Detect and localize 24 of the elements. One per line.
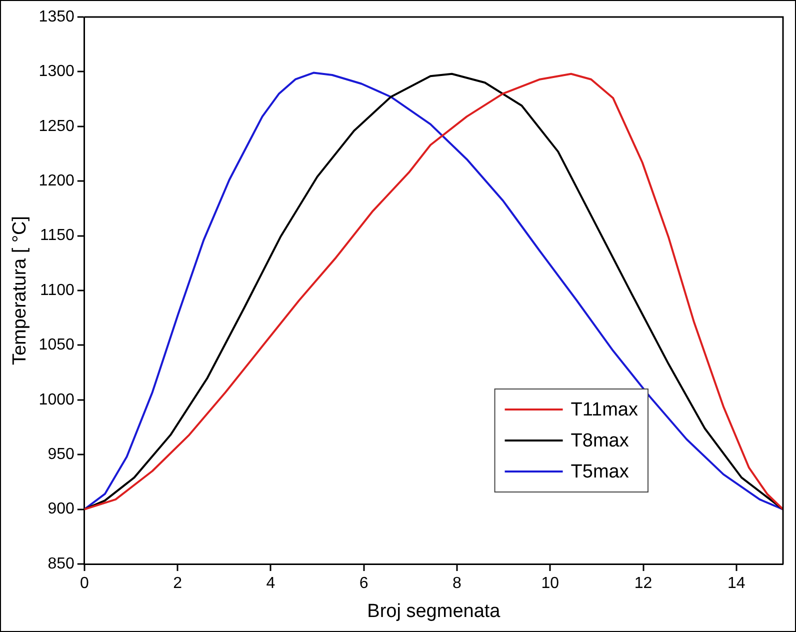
y-tick-label: 1300 xyxy=(38,63,74,80)
x-tick-label: 8 xyxy=(452,575,462,592)
x-tick-label: 12 xyxy=(634,575,652,592)
y-tick-label: 1100 xyxy=(40,282,74,299)
y-tick-label: 1200 xyxy=(38,172,74,190)
y-tick-label: 1050 xyxy=(38,336,74,354)
x-axis-title: Broj segmenata xyxy=(367,600,501,622)
y-tick-label: 850 xyxy=(48,555,74,572)
y-tick-label: 1350 xyxy=(38,8,74,26)
y-tick-label: 1150 xyxy=(40,227,74,244)
x-tick-label: 14 xyxy=(728,575,746,592)
legend-label: T8max xyxy=(570,430,630,452)
x-tick-label: 0 xyxy=(80,575,89,592)
legend-label: T5max xyxy=(570,462,630,483)
x-tick-label: 10 xyxy=(541,575,560,592)
y-axis-title: Temperatura [ °C] xyxy=(10,216,31,366)
x-tick-label: 2 xyxy=(173,575,182,592)
y-tick-label: 900 xyxy=(48,500,74,518)
x-tick-label: 4 xyxy=(266,575,276,592)
x-tick-label: 6 xyxy=(359,575,368,592)
y-tick-label: 1000 xyxy=(38,391,74,408)
legend-label: T11max xyxy=(570,400,638,421)
y-tick-label: 950 xyxy=(48,446,74,464)
y-tick-label: 1250 xyxy=(38,118,74,135)
